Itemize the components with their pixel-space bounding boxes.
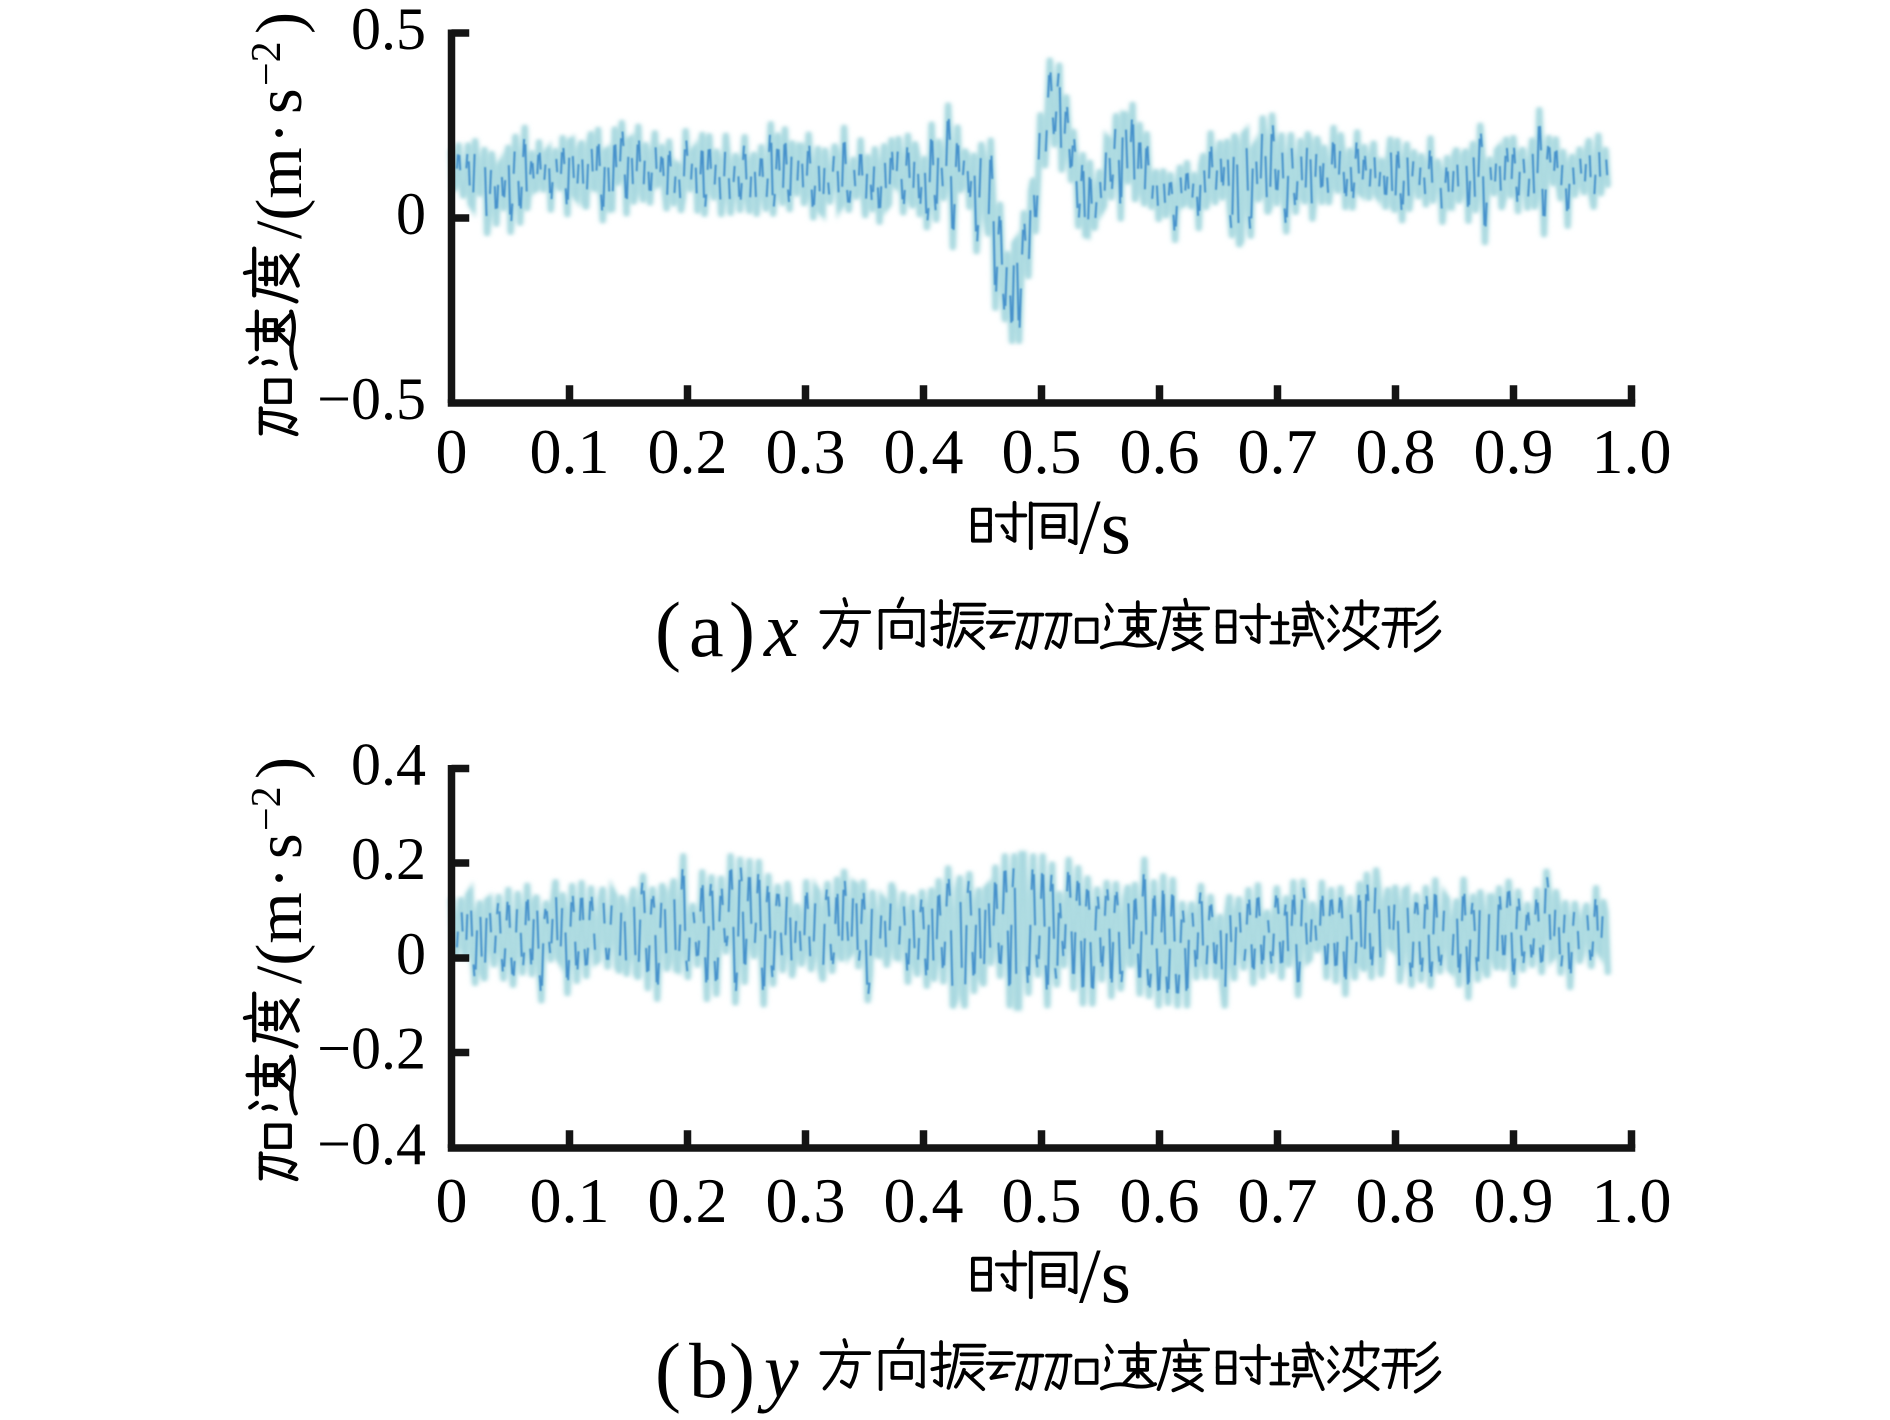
- svg-text:·: ·: [243, 867, 316, 889]
- svg-text:0.4: 0.4: [351, 732, 426, 798]
- svg-text:0.3: 0.3: [766, 1165, 846, 1236]
- svg-text:0.5: 0.5: [1002, 1165, 1082, 1236]
- svg-text:0.9: 0.9: [1474, 416, 1554, 487]
- svg-text:x: x: [763, 586, 799, 673]
- svg-text:s: s: [243, 833, 316, 859]
- svg-text:/s: /s: [1079, 483, 1131, 570]
- svg-text:s: s: [243, 88, 316, 114]
- svg-text:−0.4: −0.4: [317, 1111, 426, 1177]
- svg-text:−0.5: −0.5: [317, 366, 426, 432]
- svg-text:0.1: 0.1: [530, 416, 610, 487]
- svg-text:): ): [729, 586, 755, 673]
- svg-text:(: (: [655, 1327, 681, 1414]
- svg-text:0: 0: [436, 1165, 468, 1236]
- svg-text:0: 0: [396, 921, 426, 987]
- svg-text:0.9: 0.9: [1474, 1165, 1554, 1236]
- svg-text:0: 0: [436, 416, 468, 487]
- svg-text:): ): [243, 12, 316, 34]
- svg-text:y: y: [757, 1327, 799, 1414]
- svg-text:0.3: 0.3: [766, 416, 846, 487]
- svg-text:−2: −2: [244, 41, 290, 86]
- svg-text:0.4: 0.4: [884, 416, 964, 487]
- svg-text:0.2: 0.2: [648, 416, 728, 487]
- svg-text:0.7: 0.7: [1238, 416, 1318, 487]
- svg-text:·: ·: [243, 122, 316, 144]
- svg-text:0.7: 0.7: [1238, 1165, 1318, 1236]
- svg-text:/(m: /(m: [243, 147, 316, 239]
- svg-text:0.6: 0.6: [1120, 416, 1200, 487]
- svg-text:0: 0: [396, 181, 426, 247]
- svg-text:0.8: 0.8: [1356, 416, 1436, 487]
- svg-text:0.8: 0.8: [1356, 1165, 1436, 1236]
- svg-text:b: b: [689, 1327, 728, 1414]
- svg-text:): ): [729, 1327, 755, 1414]
- svg-text:1.0: 1.0: [1592, 1165, 1672, 1236]
- svg-text:0.5: 0.5: [1002, 416, 1082, 487]
- svg-text:0.4: 0.4: [884, 1165, 964, 1236]
- svg-text:/s: /s: [1079, 1232, 1131, 1319]
- svg-text:/(m: /(m: [243, 892, 316, 984]
- svg-text:−2: −2: [244, 786, 290, 831]
- svg-text:0.2: 0.2: [351, 826, 426, 892]
- svg-text:1.0: 1.0: [1592, 416, 1672, 487]
- svg-text:a: a: [689, 586, 724, 673]
- svg-text:0.5: 0.5: [351, 0, 426, 62]
- svg-text:): ): [243, 757, 316, 779]
- svg-text:0.6: 0.6: [1120, 1165, 1200, 1236]
- svg-text:(: (: [655, 586, 681, 673]
- svg-text:−0.2: −0.2: [317, 1016, 426, 1082]
- svg-text:0.1: 0.1: [530, 1165, 610, 1236]
- svg-text:0.2: 0.2: [648, 1165, 728, 1236]
